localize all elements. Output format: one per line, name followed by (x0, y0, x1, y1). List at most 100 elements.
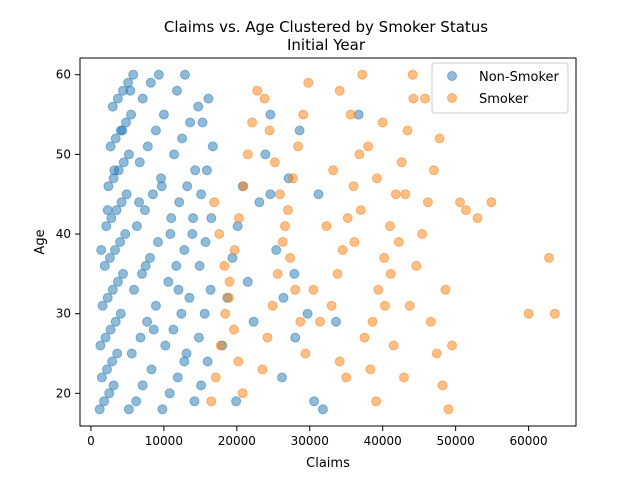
point-smoker (272, 268, 283, 279)
point-non-smoker (137, 380, 148, 391)
point-smoker (215, 340, 226, 351)
point-smoker (425, 316, 436, 327)
point-non-smoker (150, 125, 161, 136)
point-smoker (377, 117, 388, 128)
point-non-smoker (104, 388, 115, 399)
point-non-smoker (110, 245, 120, 255)
point-smoker (472, 213, 483, 224)
x-tick-label: 40000 (364, 434, 402, 448)
point-smoker (269, 157, 280, 168)
point-non-smoker (232, 221, 243, 232)
point-smoker (437, 380, 448, 391)
point-non-smoker (94, 404, 105, 415)
point-non-smoker (302, 308, 313, 319)
point-smoker (220, 308, 231, 319)
point-smoker (337, 245, 348, 255)
point-non-smoker (196, 380, 207, 391)
point-non-smoker (265, 109, 276, 120)
y-tick-label: 20 (56, 386, 71, 400)
point-non-smoker (123, 404, 134, 415)
point-non-smoker (179, 245, 190, 255)
point-smoker (262, 332, 273, 343)
point-non-smoker (102, 364, 112, 375)
point-non-smoker (205, 284, 216, 295)
point-smoker (544, 252, 554, 263)
point-smoker (334, 85, 345, 96)
point-smoker (455, 197, 465, 208)
point-smoker (354, 149, 365, 160)
point-non-smoker (278, 292, 289, 303)
point-non-smoker (199, 308, 210, 319)
plot-area-frame (79, 57, 577, 427)
point-non-smoker (190, 165, 201, 176)
point-smoker (523, 308, 534, 319)
point-non-smoker (157, 404, 168, 415)
point-non-smoker (174, 197, 185, 208)
point-smoker (443, 404, 454, 415)
point-non-smoker (153, 69, 164, 80)
point-non-smoker (260, 149, 271, 160)
y-tick-label: 30 (56, 307, 71, 321)
point-smoker (349, 237, 360, 247)
chart-title-line2: Initial Year (287, 36, 366, 54)
y-tick-label: 40 (56, 227, 71, 241)
point-smoker (285, 252, 296, 263)
point-non-smoker (126, 348, 137, 359)
point-non-smoker (99, 260, 110, 271)
point-non-smoker (121, 117, 131, 128)
point-non-smoker (196, 189, 207, 200)
point-non-smoker (131, 221, 142, 232)
point-non-smoker (101, 221, 112, 232)
point-smoker (404, 300, 415, 311)
point-smoker (219, 260, 230, 271)
point-non-smoker (153, 237, 163, 247)
point-non-smoker (134, 157, 145, 168)
point-non-smoker (128, 69, 139, 80)
point-non-smoker (156, 181, 167, 192)
point-non-smoker (171, 260, 182, 271)
point-non-smoker (309, 396, 320, 407)
legend-box (431, 62, 569, 114)
point-non-smoker (108, 380, 119, 391)
point-non-smoker (294, 125, 305, 136)
point-non-smoker (100, 332, 111, 343)
chart-title-line1: Claims vs. Age Clustered by Smoker Statu… (164, 18, 488, 36)
point-non-smoker (172, 372, 183, 383)
point-smoker (434, 133, 445, 144)
point-non-smoker (115, 308, 126, 319)
y-axis-ticks: 20 30 40 50 60 (56, 68, 80, 400)
point-non-smoker (194, 260, 205, 271)
point-smoker (357, 69, 368, 80)
point-non-smoker (248, 316, 259, 327)
legend: Non-Smoker Smoker (431, 62, 569, 114)
point-non-smoker (118, 268, 128, 279)
point-non-smoker (110, 316, 121, 327)
point-non-smoker (139, 205, 150, 216)
point-smoker (264, 125, 275, 136)
point-non-smoker (254, 197, 265, 208)
point-smoker (321, 221, 332, 232)
point-smoker (440, 284, 451, 295)
x-tick-label: 0 (87, 434, 95, 448)
point-smoker (393, 237, 404, 247)
point-non-smoker (95, 340, 106, 351)
point-non-smoker (104, 252, 115, 263)
x-tick-label: 10000 (145, 434, 183, 448)
x-tick-label: 50000 (437, 434, 475, 448)
point-non-smoker (135, 332, 146, 343)
point-smoker (342, 213, 353, 224)
point-smoker (247, 117, 258, 128)
point-smoker (420, 93, 430, 104)
point-non-smoker (145, 77, 156, 88)
point-non-smoker (181, 348, 192, 359)
point-smoker (267, 300, 278, 311)
point-non-smoker (137, 93, 148, 104)
point-smoker (282, 205, 293, 216)
point-non-smoker (129, 284, 139, 295)
point-non-smoker (105, 141, 116, 152)
point-non-smoker (206, 213, 217, 224)
point-non-smoker (148, 324, 159, 335)
point-non-smoker (163, 276, 174, 287)
point-smoker (229, 245, 240, 255)
point-smoker (252, 85, 263, 96)
